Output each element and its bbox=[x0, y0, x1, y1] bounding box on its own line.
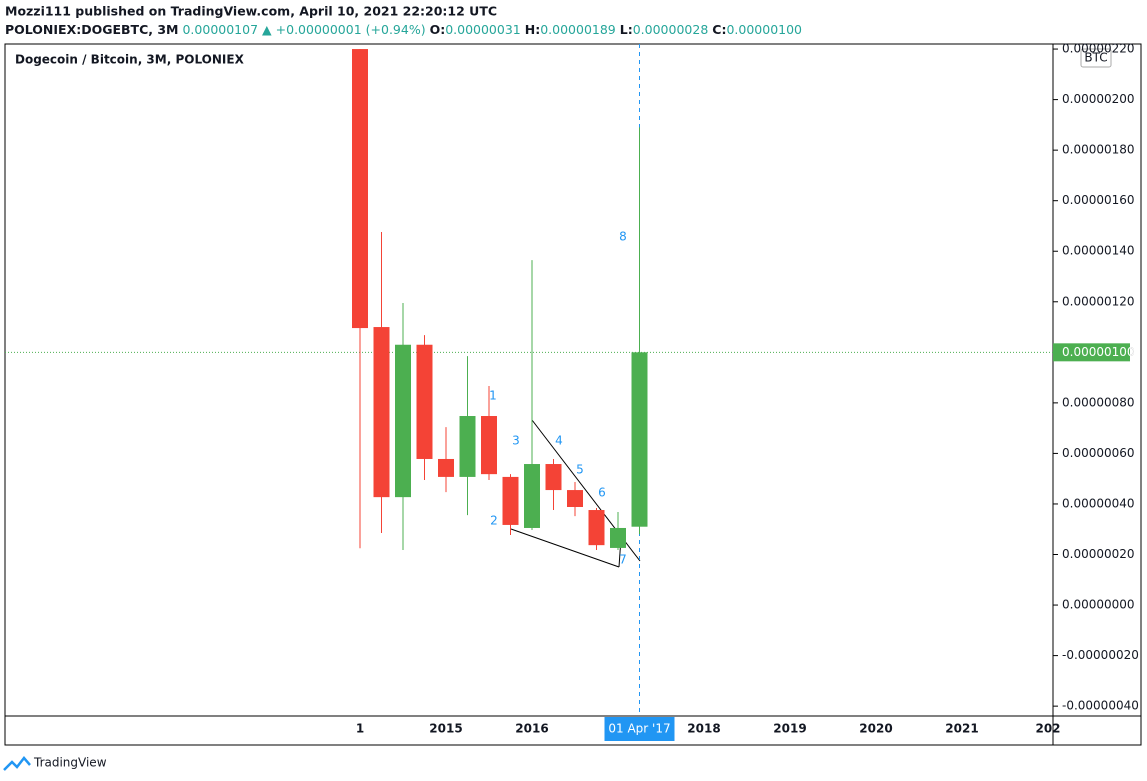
x-tick-label: 2018 bbox=[687, 722, 720, 736]
annotation: 3 bbox=[512, 434, 520, 448]
symbol-line: POLONIEX:DOGEBTC, 3M 0.00000107 ▲ +0.000… bbox=[5, 22, 802, 37]
high-label: H: bbox=[525, 22, 540, 37]
candle-body bbox=[395, 344, 411, 498]
close-value: 0.00000100 bbox=[726, 22, 802, 37]
candle-body bbox=[459, 416, 476, 477]
annotation: 1 bbox=[489, 389, 497, 403]
frame bbox=[4, 43, 1142, 746]
candle-body bbox=[438, 458, 454, 477]
x-tick-label: 2021 bbox=[945, 722, 978, 736]
currency: BTC bbox=[1084, 51, 1107, 65]
low-value: 0.00000028 bbox=[633, 22, 709, 37]
trend-line bbox=[510, 528, 620, 568]
candle-body bbox=[481, 416, 497, 475]
price-label: 0.00000100 bbox=[1062, 345, 1135, 359]
candle-body bbox=[373, 327, 390, 498]
chart-title: Dogecoin / Bitcoin, 3M, POLONIEX bbox=[15, 53, 245, 67]
x-tick-label: 202 bbox=[1035, 722, 1060, 736]
open-label: O: bbox=[430, 22, 446, 37]
logo bbox=[3, 756, 31, 771]
candle-body bbox=[545, 464, 562, 491]
y-tick-label: 0.00000220 bbox=[1062, 42, 1135, 56]
y-tick-label: -0.00000040 bbox=[1062, 699, 1139, 713]
annotation: 5 bbox=[576, 463, 584, 477]
x-tick-label: 1 bbox=[356, 722, 364, 736]
candle-body bbox=[352, 49, 368, 329]
y-tick-label: 0.00000160 bbox=[1062, 193, 1135, 207]
x-tick-label: 01 Apr '17 bbox=[608, 722, 670, 736]
annotation: 7 bbox=[619, 553, 627, 567]
candle-body bbox=[567, 490, 583, 507]
y-tick-label: -0.00000020 bbox=[1062, 648, 1139, 662]
y-tick-label: 0.00000120 bbox=[1062, 294, 1135, 308]
arrow: ▲ bbox=[262, 22, 272, 37]
annotation: 6 bbox=[598, 486, 606, 500]
price-label-box bbox=[1053, 343, 1130, 362]
y-tick-label: 0.00000020 bbox=[1062, 547, 1135, 561]
annotation: 4 bbox=[555, 434, 563, 448]
logo-icon bbox=[3, 756, 31, 771]
candle-body bbox=[610, 527, 626, 548]
x-tick-label: 2020 bbox=[859, 722, 892, 736]
annotation: 2 bbox=[490, 514, 498, 528]
y-tick-label: 0.00000040 bbox=[1062, 496, 1135, 510]
high-value: 0.00000189 bbox=[540, 22, 616, 37]
candle-body bbox=[631, 352, 648, 527]
candle-body bbox=[416, 344, 433, 459]
y-tick-label: 0.00000080 bbox=[1062, 395, 1135, 409]
y-tick-label: 0.00000060 bbox=[1062, 446, 1135, 460]
y-tick-label: 0.00000140 bbox=[1062, 244, 1135, 258]
y-tick-label: 0.00000180 bbox=[1062, 143, 1135, 157]
y-tick-label: 0.00000200 bbox=[1062, 92, 1135, 106]
currency-box bbox=[1080, 48, 1112, 68]
candle-body bbox=[524, 464, 540, 528]
crosshair-date-box bbox=[604, 717, 675, 741]
y-tick-label: 0.00000000 bbox=[1062, 598, 1135, 612]
change: +0.00000001 (+0.94%) bbox=[276, 22, 426, 37]
x-tick-label: 2016 bbox=[515, 722, 548, 736]
annotation: 8 bbox=[619, 230, 627, 244]
last-price: 0.00000107 bbox=[182, 22, 258, 37]
x-tick-label: 2015 bbox=[429, 722, 462, 736]
low-label: L: bbox=[620, 22, 633, 37]
symbol: POLONIEX:DOGEBTC, 3M bbox=[5, 22, 179, 37]
x-tick-label: 2019 bbox=[773, 722, 806, 736]
candle-body bbox=[588, 510, 605, 546]
open-value: 0.00000031 bbox=[445, 22, 521, 37]
close-label: C: bbox=[712, 22, 726, 37]
candle-body bbox=[502, 476, 519, 525]
brand: TradingView bbox=[33, 756, 107, 770]
publisher: Mozzi111 published on TradingView.com, A… bbox=[5, 4, 497, 19]
